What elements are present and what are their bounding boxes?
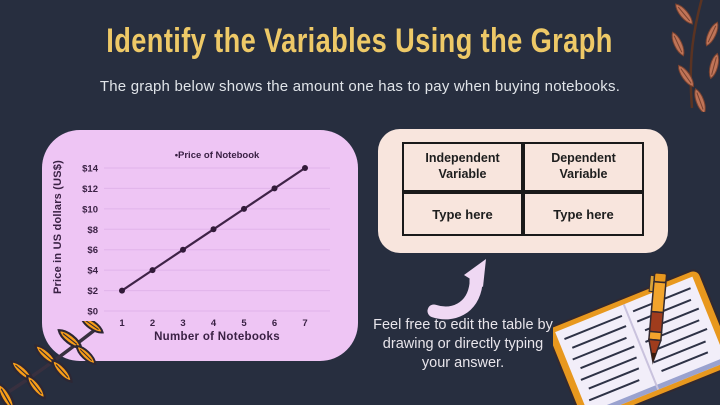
svg-text:1: 1: [119, 318, 125, 329]
curved-arrow-icon: [427, 259, 486, 320]
legend-label: Price of Notebook: [178, 150, 260, 161]
svg-text:$4: $4: [87, 266, 98, 277]
edit-note-line: your answer.: [421, 355, 505, 372]
svg-text:3: 3: [180, 318, 185, 329]
hanging-vine-decoration: [671, 0, 720, 112]
legend-bullet-icon: •: [174, 150, 179, 161]
variables-table-panel: Independent Variable Dependent Variable …: [378, 129, 668, 253]
svg-text:$2: $2: [87, 286, 98, 297]
svg-text:$10: $10: [82, 204, 98, 215]
svg-text:2: 2: [150, 318, 155, 329]
chart-legend: •Price of Notebook: [106, 150, 328, 161]
svg-text:$0: $0: [87, 307, 98, 318]
variables-table: Independent Variable Dependent Variable …: [402, 142, 644, 236]
svg-text:6: 6: [272, 318, 277, 329]
svg-text:$8: $8: [87, 225, 98, 236]
notebook-pen-illustration: [553, 269, 720, 405]
svg-text:7: 7: [302, 318, 307, 329]
page-title-text: Identify the Variables Using the Graph: [106, 22, 614, 60]
orange-branch-decoration: [0, 321, 104, 405]
independent-variable-header: Independent Variable: [402, 142, 523, 192]
edit-note: Feel free to edit the table by drawing o…: [368, 316, 558, 373]
svg-text:$12: $12: [82, 184, 98, 195]
dependent-variable-header: Dependent Variable: [523, 142, 644, 192]
edit-note-line: drawing or directly typing: [382, 336, 544, 353]
svg-text:4: 4: [211, 318, 217, 329]
svg-text:$14: $14: [82, 164, 99, 175]
page-title: Identify the Variables Using the Graph: [0, 22, 720, 61]
dependent-variable-input[interactable]: Type here: [523, 192, 644, 236]
slide-subtitle: The graph below shows the amount one has…: [99, 78, 621, 95]
svg-text:$6: $6: [87, 245, 98, 256]
svg-text:5: 5: [241, 318, 247, 329]
x-axis-label: Number of Notebooks: [154, 331, 280, 343]
independent-variable-input[interactable]: Type here: [402, 192, 523, 236]
price-line-chart: $0 $2 $4 $6 $8 $10 $12 $14 1 2 3 4 5 6 7: [82, 164, 330, 329]
edit-note-line: Feel free to edit the table by: [373, 317, 553, 333]
